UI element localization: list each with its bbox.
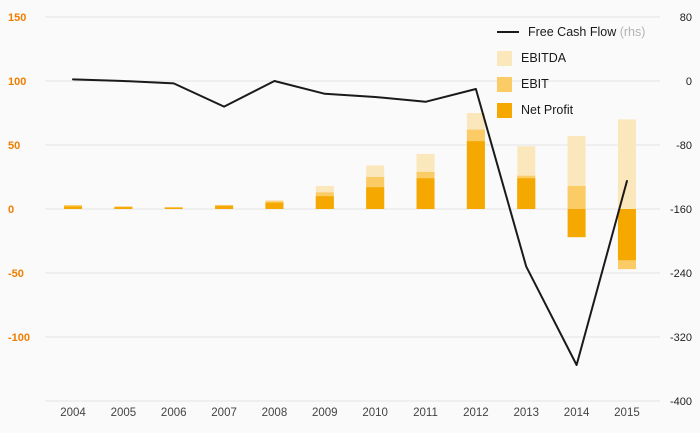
bar-net-profit-2014 <box>567 209 586 238</box>
x-axis-label: 2013 <box>513 407 539 419</box>
x-axis-label: 2007 <box>211 407 237 419</box>
left-axis-tick: 0 <box>8 204 14 216</box>
right-axis-tick: -320 <box>670 332 692 344</box>
bar-net-profit-2009 <box>315 196 334 209</box>
bar-net-profit-2011 <box>416 178 435 209</box>
x-axis-label: 2015 <box>614 407 640 419</box>
left-axis-tick: 50 <box>8 140 20 152</box>
x-axis-label: 2005 <box>111 407 137 419</box>
fcf-line <box>72 78 628 366</box>
legend-label-rhs-suffix: (rhs) <box>616 25 646 39</box>
bar-net-profit-2015 <box>617 209 636 261</box>
x-axis-label: 2010 <box>362 407 388 419</box>
bar-ebit-2014 <box>567 185 586 209</box>
left-axis-tick: 150 <box>8 12 26 24</box>
left-axis-tick: -100 <box>8 332 30 344</box>
right-axis-tick: 0 <box>686 76 692 88</box>
left-axis-tick: 100 <box>8 76 26 88</box>
legend-swatch-ebit <box>497 76 512 92</box>
legend-label-net-profit: Net Profit <box>521 103 574 117</box>
legend-swatch-ebitda <box>497 50 512 66</box>
legend-label-free-cash-flow: Free Cash Flow (rhs) <box>528 25 646 39</box>
legend-label-ebitda: EBITDA <box>521 51 567 65</box>
legend-label-ebit: EBIT <box>521 77 549 91</box>
bar-net-profit-2012 <box>466 141 485 209</box>
right-axis-tick: -400 <box>670 396 692 408</box>
bar-net-profit-2004 <box>64 206 82 209</box>
legend-item-ebitda: EBITDA <box>497 50 645 66</box>
legend-item-free-cash-flow: Free Cash Flow (rhs) <box>497 24 645 40</box>
fcf-line-swatch <box>497 31 519 33</box>
bar-net-profit-2007 <box>215 205 234 209</box>
right-axis-tick: -80 <box>676 140 692 152</box>
legend-swatch-net-profit <box>497 102 512 118</box>
legend-item-net-profit: Net Profit <box>497 102 645 118</box>
bar-ebitda-2015 <box>617 119 636 209</box>
x-axis-label: 2014 <box>564 407 590 419</box>
x-axis-label: 2004 <box>60 407 86 419</box>
legend-item-ebit: EBIT <box>497 76 645 92</box>
bar-net-profit-2006 <box>164 207 183 209</box>
legend: Free Cash Flow (rhs) EBITDA EBIT Net Pro… <box>497 24 645 118</box>
right-axis-tick: 80 <box>680 12 692 24</box>
x-axis-label: 2012 <box>463 407 489 419</box>
bar-net-profit-2010 <box>366 187 385 209</box>
bar-net-profit-2008 <box>265 202 284 209</box>
right-axis-tick: -240 <box>670 268 692 280</box>
x-axis-label: 2011 <box>413 407 438 419</box>
bar-net-profit-2013 <box>517 178 536 209</box>
left-axis-tick: -50 <box>8 268 24 280</box>
x-axis-label: 2008 <box>262 407 288 419</box>
x-axis-label: 2006 <box>161 407 187 419</box>
right-axis-tick: -160 <box>670 204 692 216</box>
bar-net-profit-2005 <box>114 207 133 209</box>
x-axis-label: 2009 <box>312 407 338 419</box>
